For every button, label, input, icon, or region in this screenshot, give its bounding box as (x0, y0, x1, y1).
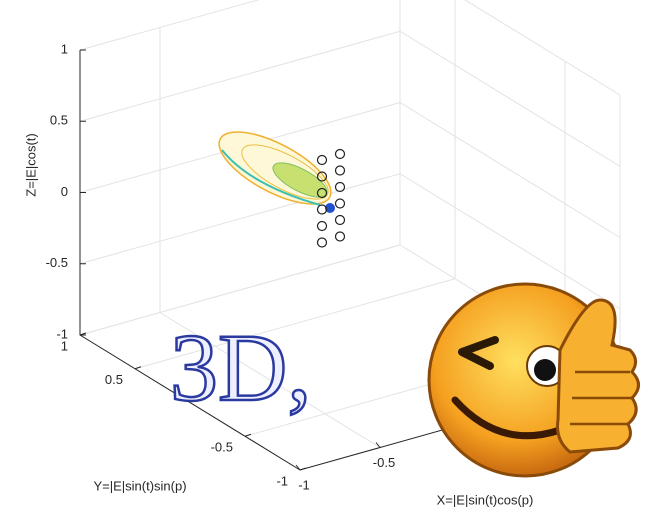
z-axis-label: Z=|E|cos(t) (23, 133, 38, 196)
z-tick-label: 1 (61, 41, 68, 56)
x-tick-label: -0.5 (373, 455, 395, 470)
x-tick-label: -1 (298, 477, 310, 492)
chart: -1-0.500.5110.5-0.5-1-1-0.5Z=|E|cos(t)Y=… (0, 0, 650, 509)
y-axis-label: Y=|E|sin(t)sin(p) (93, 478, 186, 493)
z-tick-label: -0.5 (46, 255, 68, 270)
y-tick-label: 1 (61, 338, 68, 353)
y-tick-label: -0.5 (211, 440, 233, 455)
z-tick-label: 0.5 (50, 113, 68, 128)
overlay-text: 3D, (170, 314, 311, 421)
y-tick-label: -1 (276, 473, 288, 488)
emoji-pupil (534, 359, 556, 381)
emoji (429, 284, 639, 476)
z-tick-label: 0 (61, 184, 68, 199)
x-axis-label: X=|E|sin(t)cos(p) (437, 492, 534, 507)
y-tick-label: 0.5 (105, 372, 123, 387)
